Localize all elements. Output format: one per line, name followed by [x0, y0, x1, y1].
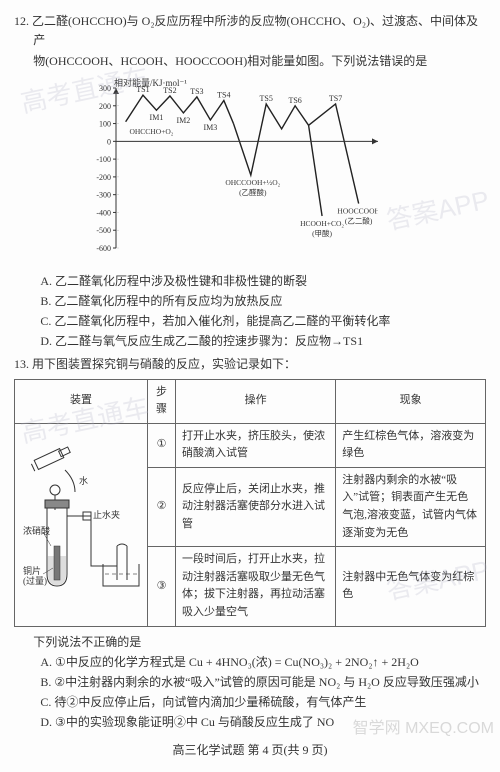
svg-text:IM1: IM1 — [150, 113, 164, 122]
q12-line2: 物(OHCCOOH、HCOOH、HOOCCOOH)相对能量如图。下列说法错误的是 — [14, 52, 486, 71]
svg-text:止水夹: 止水夹 — [93, 509, 120, 520]
col-apparatus: 装置 — [15, 379, 148, 423]
svg-text:TS5: TS5 — [260, 94, 273, 103]
svg-text:-100: -100 — [96, 155, 111, 164]
svg-text:-600: -600 — [96, 244, 111, 253]
col-ph: 现象 — [336, 379, 486, 423]
svg-text:TS4: TS4 — [217, 90, 230, 99]
op-cell: 打开止水夹，挤压胶头，使浓硝酸滴入试管 — [176, 423, 336, 467]
svg-text:OHCCOOH+½O₂: OHCCOOH+½O₂ — [225, 178, 280, 187]
svg-text:-300: -300 — [96, 190, 111, 199]
q13-optC: C. 待②中反应停止后，向试管内滴加少量稀硫酸，有气体产生 — [40, 693, 486, 712]
svg-text:TS2: TS2 — [163, 86, 176, 95]
svg-text:300: 300 — [99, 84, 111, 93]
svg-text:0: 0 — [107, 137, 111, 146]
q12-options: A. 乙二醛氧化历程中涉及极性键和非极性键的断裂 B. 乙二醛氧化历程中的所有反… — [14, 272, 486, 352]
q12-stem: 12. 乙二醛(OHCCHO)与 O₂反应历程中所涉的反应物(OHCCHO、O₂… — [14, 12, 486, 50]
svg-text:100: 100 — [99, 119, 111, 128]
page-footer: 高三化学试题 第 4 页(共 9 页) — [14, 741, 486, 760]
watermark: 智学网 MXEQ.COM — [353, 716, 494, 742]
svg-text:-400: -400 — [96, 208, 111, 217]
apparatus-cell: 水止水夹浓硝酸铜片(过量) — [15, 423, 148, 626]
col-step: 步骤 — [148, 379, 176, 423]
q12-optD: D. 乙二醛与氧气反应生成乙二酸的控速步骤为：反应物→TS1 — [40, 332, 486, 351]
q12-optC: C. 乙二醛氧化历程中，若加入催化剂，能提高乙二醛的平衡转化率 — [40, 312, 486, 331]
svg-text:TS6: TS6 — [288, 95, 301, 104]
svg-text:浓硝酸: 浓硝酸 — [23, 525, 50, 536]
svg-text:(乙二酸): (乙二酸) — [345, 215, 373, 225]
svg-text:TS1: TS1 — [136, 85, 149, 94]
step-cell: ③ — [148, 547, 176, 626]
q12-optA: A. 乙二醛氧化历程中涉及极性键和非极性键的断裂 — [40, 272, 486, 291]
svg-text:TS7: TS7 — [329, 94, 342, 103]
svg-text:(甲酸): (甲酸) — [312, 228, 332, 238]
energy-chart: 相对能量/KJ·mol⁻¹3002001000-100-200-300-400-… — [78, 76, 378, 266]
step-cell: ② — [148, 467, 176, 546]
q13-stem: 13. 用下图装置探究铜与硝酸的反应，实验记录如下： — [14, 355, 486, 374]
col-op: 操作 — [176, 379, 336, 423]
svg-text:铜片: 铜片 — [23, 565, 41, 576]
q12-line1: 乙二醛(OHCCHO)与 O₂反应历程中所涉的反应物(OHCCHO、O₂)、过渡… — [32, 14, 478, 47]
svg-text:200: 200 — [99, 101, 111, 110]
ph-cell: 注射器内剩余的水被“吸入”试管；铜表面产生无色气泡,溶液变蓝，试管内气体逐渐变为… — [336, 467, 486, 546]
step-cell: ① — [148, 423, 176, 467]
svg-text:(乙醛酸): (乙醛酸) — [239, 187, 267, 197]
op-cell: 一段时间后，打开止水夹，拉动注射器活塞吸取少量无色气体；拔下注射器，再拉动活塞吸… — [176, 547, 336, 626]
svg-text:IM2: IM2 — [177, 115, 191, 124]
experiment-table: 装置 步骤 操作 现象 水止水夹浓硝酸铜片(过量) ① 打开止水夹，挤压胶头，使… — [14, 379, 486, 627]
q13-optA: A. ①中反应的化学方程式是 Cu + 4HNO₃(浓) = Cu(NO₃)₂ … — [40, 653, 486, 672]
svg-text:HOOCCOOH: HOOCCOOH — [337, 206, 378, 215]
q13-post: 下列说法不正确的是 — [14, 633, 486, 652]
svg-text:-200: -200 — [96, 172, 111, 181]
svg-text:水: 水 — [79, 475, 88, 486]
svg-text:OHCCHO+O₂: OHCCHO+O₂ — [129, 126, 173, 135]
table-header-row: 装置 步骤 操作 现象 — [15, 379, 486, 423]
q13-num: 13. — [14, 357, 29, 371]
op-cell: 反应停止后，关闭止水夹，推动注射器活塞使部分水进入试管 — [176, 467, 336, 546]
q12-num: 12. — [14, 14, 29, 28]
q13-optB: B. ②中注射器内剩余的水被“吸入”试管的原因可能是 NO₂ 与 H₂O 反应导… — [40, 673, 486, 692]
svg-text:HCOOH+CO₂: HCOOH+CO₂ — [300, 219, 344, 228]
svg-text:TS3: TS3 — [190, 86, 203, 95]
table-row: 水止水夹浓硝酸铜片(过量) ① 打开止水夹，挤压胶头，使浓硝酸滴入试管 产生红棕… — [15, 423, 486, 467]
svg-text:(过量): (过量) — [23, 575, 47, 586]
q13-text: 用下图装置探究铜与硝酸的反应，实验记录如下： — [32, 357, 296, 371]
q12-optB: B. 乙二醛氧化历程中的所有反应均为放热反应 — [40, 292, 486, 311]
svg-text:IM3: IM3 — [203, 123, 217, 132]
ph-cell: 注射器中无色气体变为红棕色 — [336, 547, 486, 626]
svg-text:-500: -500 — [96, 226, 111, 235]
ph-cell: 产生红棕色气体，溶液变为绿色 — [336, 423, 486, 467]
watermark: 答案APP — [383, 180, 493, 242]
